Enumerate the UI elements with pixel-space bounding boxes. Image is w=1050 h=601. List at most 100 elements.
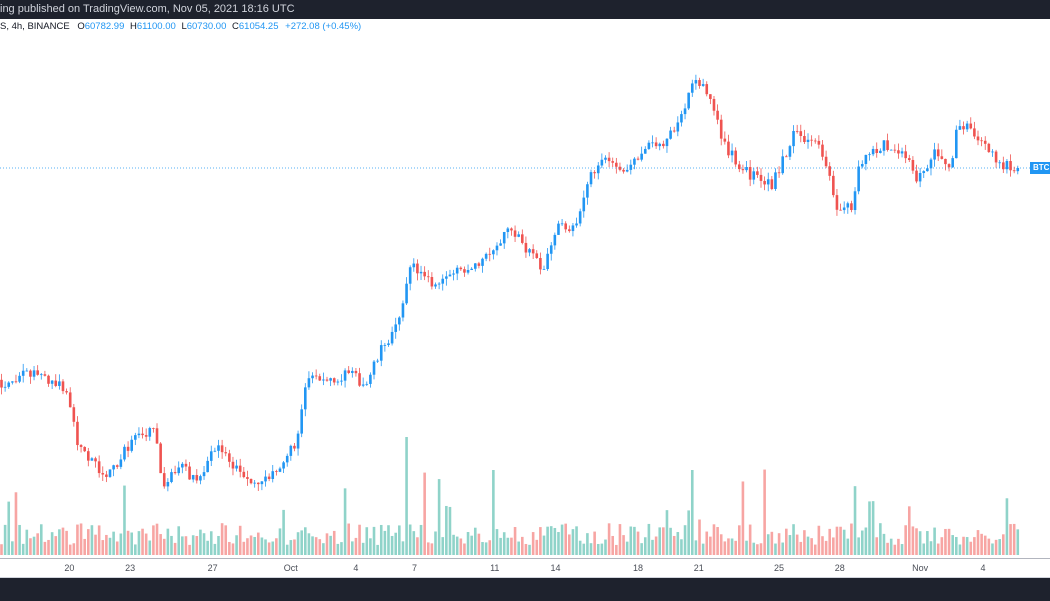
volume-bar [148, 540, 152, 555]
candle-body [390, 331, 394, 344]
volume-bar [18, 524, 21, 555]
candle-body [83, 446, 86, 452]
volume-bar [788, 535, 792, 555]
volume-bar [918, 531, 922, 555]
volume-bar [412, 531, 416, 555]
candle-body [962, 126, 965, 130]
candle-body [398, 317, 401, 325]
candle-body [636, 158, 640, 160]
volume-bar [126, 530, 130, 555]
candle-body [662, 143, 665, 147]
volume-bar [549, 526, 553, 555]
candle-body [141, 433, 144, 436]
price-axis-label: BTC [1030, 162, 1050, 174]
candle-body [705, 84, 709, 95]
candle-body [220, 445, 224, 453]
volume-bar [484, 542, 488, 555]
candle-body [788, 146, 792, 157]
volume-bar [0, 544, 3, 555]
candle-body [39, 374, 43, 376]
volume-bar [832, 537, 835, 555]
candle-body [379, 345, 383, 361]
candle-body [911, 159, 915, 171]
volume-bar [105, 534, 108, 555]
candle-body [1002, 162, 1005, 170]
volume-bar [510, 537, 513, 555]
volume-bar [709, 536, 712, 555]
volume-bar [766, 534, 770, 555]
time-axis-tick-label: 25 [774, 563, 785, 573]
volume-bar [748, 524, 752, 555]
volume-bar [32, 536, 36, 555]
volume-bar [296, 532, 300, 555]
volume-bar [47, 539, 50, 555]
volume-bar [716, 527, 719, 555]
volume-bar [922, 543, 926, 555]
volume-bar [622, 535, 625, 555]
time-axis-tick-label: 18 [632, 563, 643, 573]
volume-bar [528, 544, 531, 555]
volume-bar [318, 539, 322, 555]
volume-bar [90, 525, 94, 555]
volume-bar [177, 526, 181, 555]
candle-body [29, 370, 32, 377]
candle-body [499, 243, 502, 246]
candle-body [658, 143, 662, 147]
candle-body [47, 375, 50, 384]
candle-body [991, 151, 994, 153]
candle-body [774, 172, 777, 189]
volume-bar [246, 538, 249, 555]
volume-bar [705, 531, 709, 555]
candle-body [329, 378, 332, 381]
volume-bar [206, 540, 209, 555]
candle-body [285, 455, 289, 463]
volume-bar [853, 486, 857, 555]
volume-bar [839, 526, 842, 555]
volume-bar [372, 526, 376, 555]
candle-body [246, 477, 249, 479]
candle-body [101, 473, 105, 475]
candle-body [459, 267, 463, 270]
candle-body [7, 382, 11, 387]
volume-bar [267, 542, 271, 555]
candle-body [600, 159, 604, 166]
candle-body [159, 443, 162, 474]
volume-bar [730, 538, 734, 555]
candle-body [354, 370, 358, 374]
volume-bar [488, 540, 492, 555]
volume-bar [636, 531, 640, 555]
volume-bar [756, 544, 759, 555]
candle-body [933, 149, 936, 160]
volume-bar [340, 542, 343, 555]
ohlc-legend: S, 4h, BINANCE O60782.99 H61100.00 L6073… [0, 21, 361, 32]
candle-body [264, 476, 267, 482]
candle-body [741, 169, 745, 171]
close-label: C [232, 21, 239, 32]
candle-body [1012, 170, 1016, 172]
candle-body [238, 465, 242, 472]
candle-body [665, 138, 669, 147]
candle-body [694, 80, 698, 84]
candle-body [853, 191, 857, 211]
candle-body [90, 458, 94, 461]
volume-bar [785, 528, 788, 555]
candle-body [253, 482, 256, 484]
volume-bar [141, 528, 144, 555]
volume-bar [980, 533, 983, 555]
candle-body [307, 378, 311, 388]
candle-body [405, 283, 408, 304]
volume-bar [253, 536, 256, 555]
candle-body [998, 162, 1001, 164]
candle-body [275, 471, 278, 473]
candle-body [336, 381, 340, 383]
volume-bar [97, 525, 101, 555]
candle-body [213, 450, 217, 452]
open-value: 60782.99 [84, 21, 125, 32]
volume-bar [1012, 523, 1016, 555]
volume-bar [264, 539, 267, 555]
volume-bar [955, 536, 958, 555]
candle-body [510, 228, 513, 231]
time-axis-tick-label: 21 [693, 563, 704, 573]
candle-body [278, 468, 282, 472]
